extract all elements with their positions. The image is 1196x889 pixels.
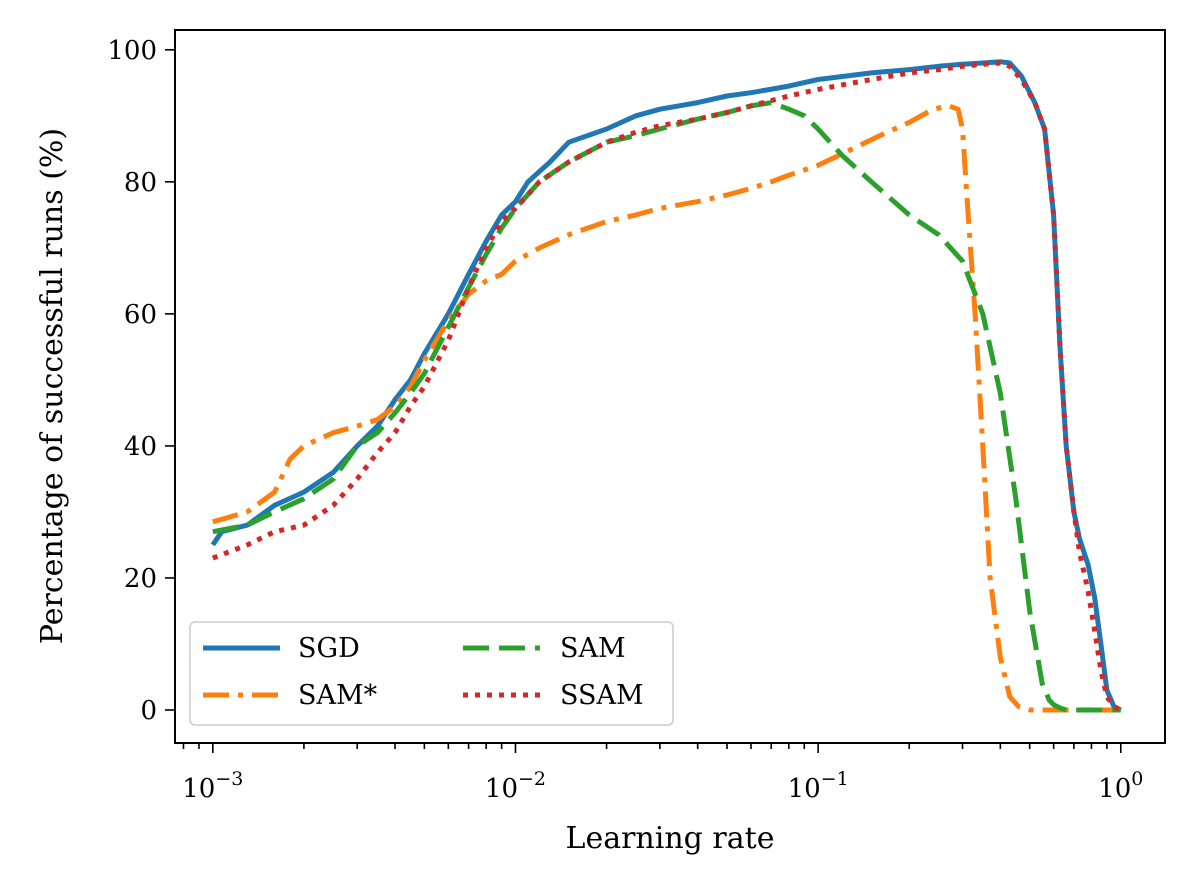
series-line-sam-star — [212, 103, 1121, 713]
x-tick-label: 10−3 — [182, 768, 243, 804]
y-tick-label: 20 — [124, 564, 157, 594]
y-tick-label: 80 — [124, 168, 157, 198]
x-axis-ticks: 10−3 10−2 10−1 100 — [182, 743, 1143, 804]
y-tick-label: 40 — [124, 432, 157, 462]
legend: SGD SAM* SAM SSAM — [189, 621, 674, 726]
series-layer — [210, 59, 1122, 713]
series-line-sgd — [210, 59, 1122, 713]
x-tick-label: 10−2 — [485, 768, 546, 804]
x-axis-label: Learning rate — [566, 821, 775, 856]
series-line-ssam — [211, 60, 1122, 713]
y-tick-label: 100 — [107, 36, 157, 66]
x-tick-label: 10−1 — [788, 768, 849, 804]
y-axis-ticks: 0 20 40 60 80 100 — [107, 36, 175, 726]
x-tick-label: 100 — [1098, 768, 1143, 804]
y-axis-label: Percentage of successful runs (%) — [35, 128, 70, 644]
legend-label-ssam: SSAM — [560, 680, 644, 711]
legend-label-sam: SAM — [560, 633, 626, 664]
legend-box — [189, 621, 674, 726]
legend-label-sgd: SGD — [298, 633, 360, 664]
y-tick-label: 60 — [124, 300, 157, 330]
legend-label-sam-star: SAM* — [298, 680, 378, 711]
y-tick-label: 0 — [140, 696, 157, 726]
plot-frame — [174, 29, 1166, 744]
